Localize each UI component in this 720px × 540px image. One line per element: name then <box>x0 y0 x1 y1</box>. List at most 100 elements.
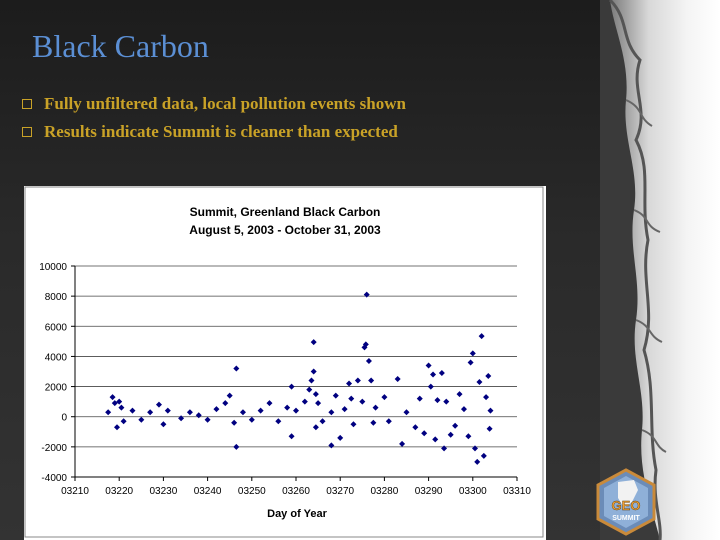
data-point <box>186 409 193 416</box>
bullet-text: Results indicate Summit is cleaner than … <box>44 122 398 141</box>
data-point <box>350 421 357 428</box>
data-point <box>328 409 335 416</box>
data-point <box>452 422 459 429</box>
data-point <box>365 357 372 364</box>
data-point <box>109 394 116 401</box>
data-point <box>113 424 120 431</box>
x-tick-label: 03300 <box>459 486 487 497</box>
data-point <box>447 431 454 438</box>
data-point <box>204 416 211 423</box>
x-tick-label: 03210 <box>61 486 89 497</box>
data-point <box>467 359 474 366</box>
data-point <box>178 415 185 422</box>
x-tick-label: 03240 <box>194 486 222 497</box>
data-point <box>480 452 487 459</box>
data-point <box>319 418 326 425</box>
data-point <box>474 458 481 465</box>
checkbox-bullet-icon <box>22 99 32 109</box>
x-tick-label: 03290 <box>415 486 443 497</box>
data-point <box>432 436 439 443</box>
checkbox-bullet-icon <box>22 127 32 137</box>
data-point <box>456 391 463 398</box>
data-point <box>363 291 370 298</box>
data-point <box>257 407 264 414</box>
data-point <box>138 416 145 423</box>
data-point <box>441 445 448 452</box>
y-tick-label: 4000 <box>45 352 68 363</box>
data-point <box>155 401 162 408</box>
logo-word-bottom: SUMMIT <box>612 515 640 522</box>
data-point <box>472 445 479 452</box>
data-point <box>315 400 322 407</box>
data-point <box>354 377 361 384</box>
geo-summit-logo: GEO SUMMIT <box>596 468 656 536</box>
data-series <box>105 291 494 465</box>
bullet-item: Fully unfiltered data, local pollution e… <box>22 90 406 118</box>
bullet-text: Fully unfiltered data, local pollution e… <box>44 94 406 113</box>
data-point <box>485 373 492 380</box>
data-point <box>312 424 319 431</box>
data-point <box>403 409 410 416</box>
data-point <box>416 395 423 402</box>
x-axis: 03210 03220 03230 03240 03250 03260 03270 03280… <box>61 476 531 497</box>
data-point <box>147 409 154 416</box>
data-point <box>105 409 112 416</box>
data-point <box>310 368 317 375</box>
data-point <box>306 386 313 393</box>
data-point <box>129 407 136 414</box>
data-point <box>359 398 366 405</box>
logo-word-top: GEO <box>612 498 641 513</box>
black-carbon-chart: Summit, Greenland Black Carbon August 5,… <box>24 186 544 538</box>
data-point <box>385 418 392 425</box>
data-point <box>120 418 127 425</box>
data-point <box>118 404 125 411</box>
data-point <box>348 395 355 402</box>
data-point <box>465 433 472 440</box>
data-point <box>487 407 494 414</box>
data-point <box>160 421 167 428</box>
data-point <box>438 370 445 377</box>
y-tick-label: 6000 <box>45 322 68 333</box>
data-point <box>370 419 377 426</box>
x-tick-label: 03230 <box>149 486 177 497</box>
bullet-list: Fully unfiltered data, local pollution e… <box>22 90 406 146</box>
data-point <box>478 333 485 340</box>
data-point <box>381 394 388 401</box>
data-point <box>164 407 171 414</box>
data-point <box>266 400 273 407</box>
data-point <box>195 412 202 419</box>
data-point <box>412 424 419 431</box>
data-point <box>421 430 428 437</box>
data-point <box>288 383 295 390</box>
data-point <box>399 440 406 447</box>
data-point <box>372 404 379 411</box>
data-point <box>226 392 233 399</box>
y-tick-label: -2000 <box>41 443 67 454</box>
data-point <box>312 391 319 398</box>
data-point <box>233 365 240 372</box>
data-point <box>222 400 229 407</box>
data-point <box>469 350 476 357</box>
data-point <box>332 392 339 399</box>
data-point <box>301 398 308 405</box>
data-point <box>430 371 437 378</box>
data-point <box>308 377 315 384</box>
x-tick-label: 03280 <box>370 486 398 497</box>
data-point <box>310 339 317 346</box>
data-point <box>427 383 434 390</box>
y-tick-label: 0 <box>61 413 67 424</box>
data-point <box>460 406 467 413</box>
data-point <box>337 434 344 441</box>
y-tick-label: 2000 <box>45 383 68 394</box>
data-point <box>476 379 483 386</box>
data-point <box>434 397 441 404</box>
data-point <box>284 404 291 411</box>
x-tick-label: 03250 <box>238 486 266 497</box>
x-axis-label: Day of Year <box>267 508 327 520</box>
data-point <box>443 398 450 405</box>
data-point <box>239 409 246 416</box>
data-point <box>368 377 375 384</box>
bullet-item: Results indicate Summit is cleaner than … <box>22 118 406 146</box>
y-axis: -4000 -2000 0 2000 4000 6000 8000 10000 <box>39 262 76 484</box>
y-tick-label: -4000 <box>41 473 67 484</box>
